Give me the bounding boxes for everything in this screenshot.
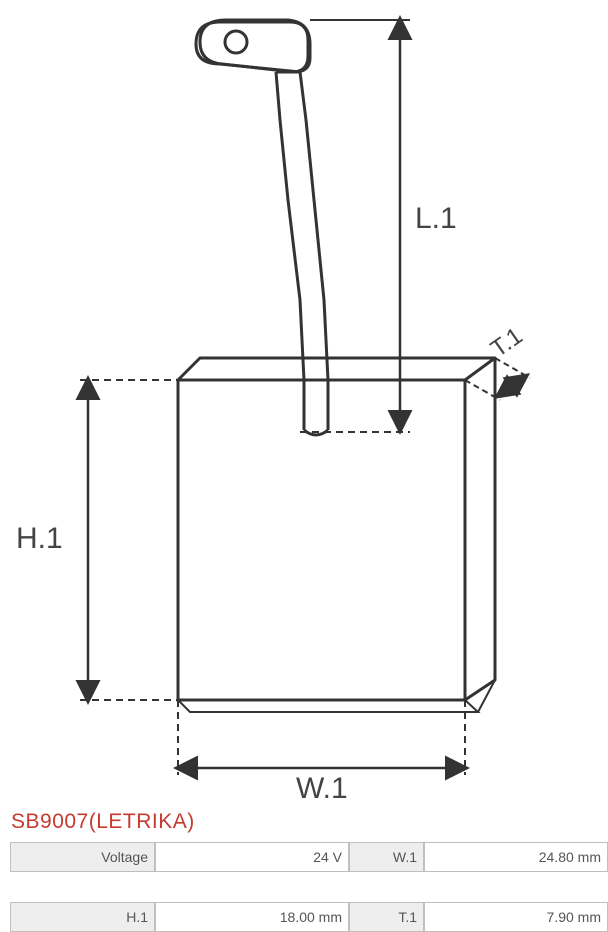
diagram-svg: L.1 H.1 W.1 T.1 — [0, 0, 608, 805]
dim-T1: T.1 — [465, 322, 530, 400]
terminal-lug — [196, 20, 310, 72]
spec-label: Voltage — [10, 842, 155, 872]
spec-value: 24.80 mm — [424, 842, 608, 872]
brush-side-edge — [465, 358, 495, 700]
lead-wire — [276, 72, 304, 430]
dim-W1: W.1 — [178, 700, 465, 805]
spec-table: Voltage 24 V W.1 24.80 mm H.1 18.00 mm T… — [10, 842, 608, 932]
product-title: SB9007(LETRIKA) — [11, 810, 195, 834]
dim-H1: H.1 — [16, 380, 178, 700]
spec-value: 24 V — [155, 842, 349, 872]
brush-front-face — [178, 380, 465, 700]
spec-label: W.1 — [349, 842, 424, 872]
label-H1: H.1 — [16, 522, 63, 555]
table-row: Voltage 24 V W.1 24.80 mm — [10, 842, 608, 872]
label-L1: L.1 — [415, 202, 457, 235]
page-root: L.1 H.1 W.1 T.1 — [0, 0, 608, 907]
dim-L1: L.1 — [310, 20, 457, 430]
technical-diagram: L.1 H.1 W.1 T.1 — [0, 0, 608, 805]
brush-bottom-chamfer — [178, 700, 478, 712]
label-W1: W.1 — [296, 772, 348, 805]
brush-top-edge — [178, 358, 495, 380]
